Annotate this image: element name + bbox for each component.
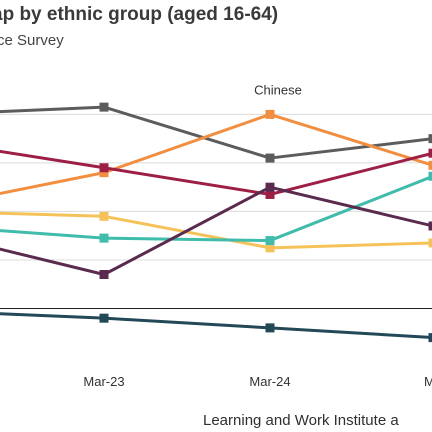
series-line xyxy=(0,105,432,160)
data-point-marker xyxy=(99,168,109,178)
data-point-marker xyxy=(99,270,109,280)
source-credit: Learning and Work Institute a xyxy=(203,412,399,429)
series-line xyxy=(0,112,432,196)
data-point-marker xyxy=(428,333,432,343)
chart-subtitle: rce Survey xyxy=(0,32,64,49)
data-point-marker xyxy=(265,189,275,199)
data-point-marker xyxy=(99,313,109,323)
data-point-marker xyxy=(428,134,432,144)
data-point-marker xyxy=(265,323,275,333)
data-point-marker xyxy=(428,221,432,231)
data-point-marker xyxy=(265,182,275,192)
series-line xyxy=(0,312,432,340)
data-point-marker xyxy=(99,102,109,112)
data-point-marker xyxy=(265,109,275,119)
chart-title: ap by ethnic group (aged 16-64) xyxy=(0,4,279,25)
data-point-marker xyxy=(428,160,432,170)
x-tick-label: Ma xyxy=(424,374,432,389)
data-point-marker xyxy=(428,148,432,158)
series-annotation: Chinese xyxy=(254,82,302,97)
data-point-marker xyxy=(265,236,275,246)
data-point-marker xyxy=(428,171,432,181)
data-point-marker xyxy=(99,163,109,173)
data-point-marker xyxy=(265,243,275,253)
series-line xyxy=(0,185,432,277)
series-group xyxy=(0,102,432,343)
x-tick-label: Mar-24 xyxy=(249,374,290,389)
series-line xyxy=(0,149,432,196)
x-tick-label: Mar-23 xyxy=(83,374,124,389)
data-point-marker xyxy=(428,238,432,248)
series-line xyxy=(0,175,432,243)
data-point-marker xyxy=(99,233,109,243)
data-point-marker xyxy=(99,211,109,221)
data-point-marker xyxy=(265,153,275,163)
